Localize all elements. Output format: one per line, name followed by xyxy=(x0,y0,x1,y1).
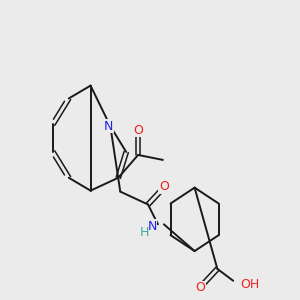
Text: H: H xyxy=(140,226,149,239)
Text: O: O xyxy=(196,281,206,294)
Text: O: O xyxy=(133,124,143,137)
Text: OH: OH xyxy=(240,278,260,291)
Text: O: O xyxy=(159,180,169,193)
Text: N: N xyxy=(147,220,157,233)
Text: N: N xyxy=(104,120,113,133)
